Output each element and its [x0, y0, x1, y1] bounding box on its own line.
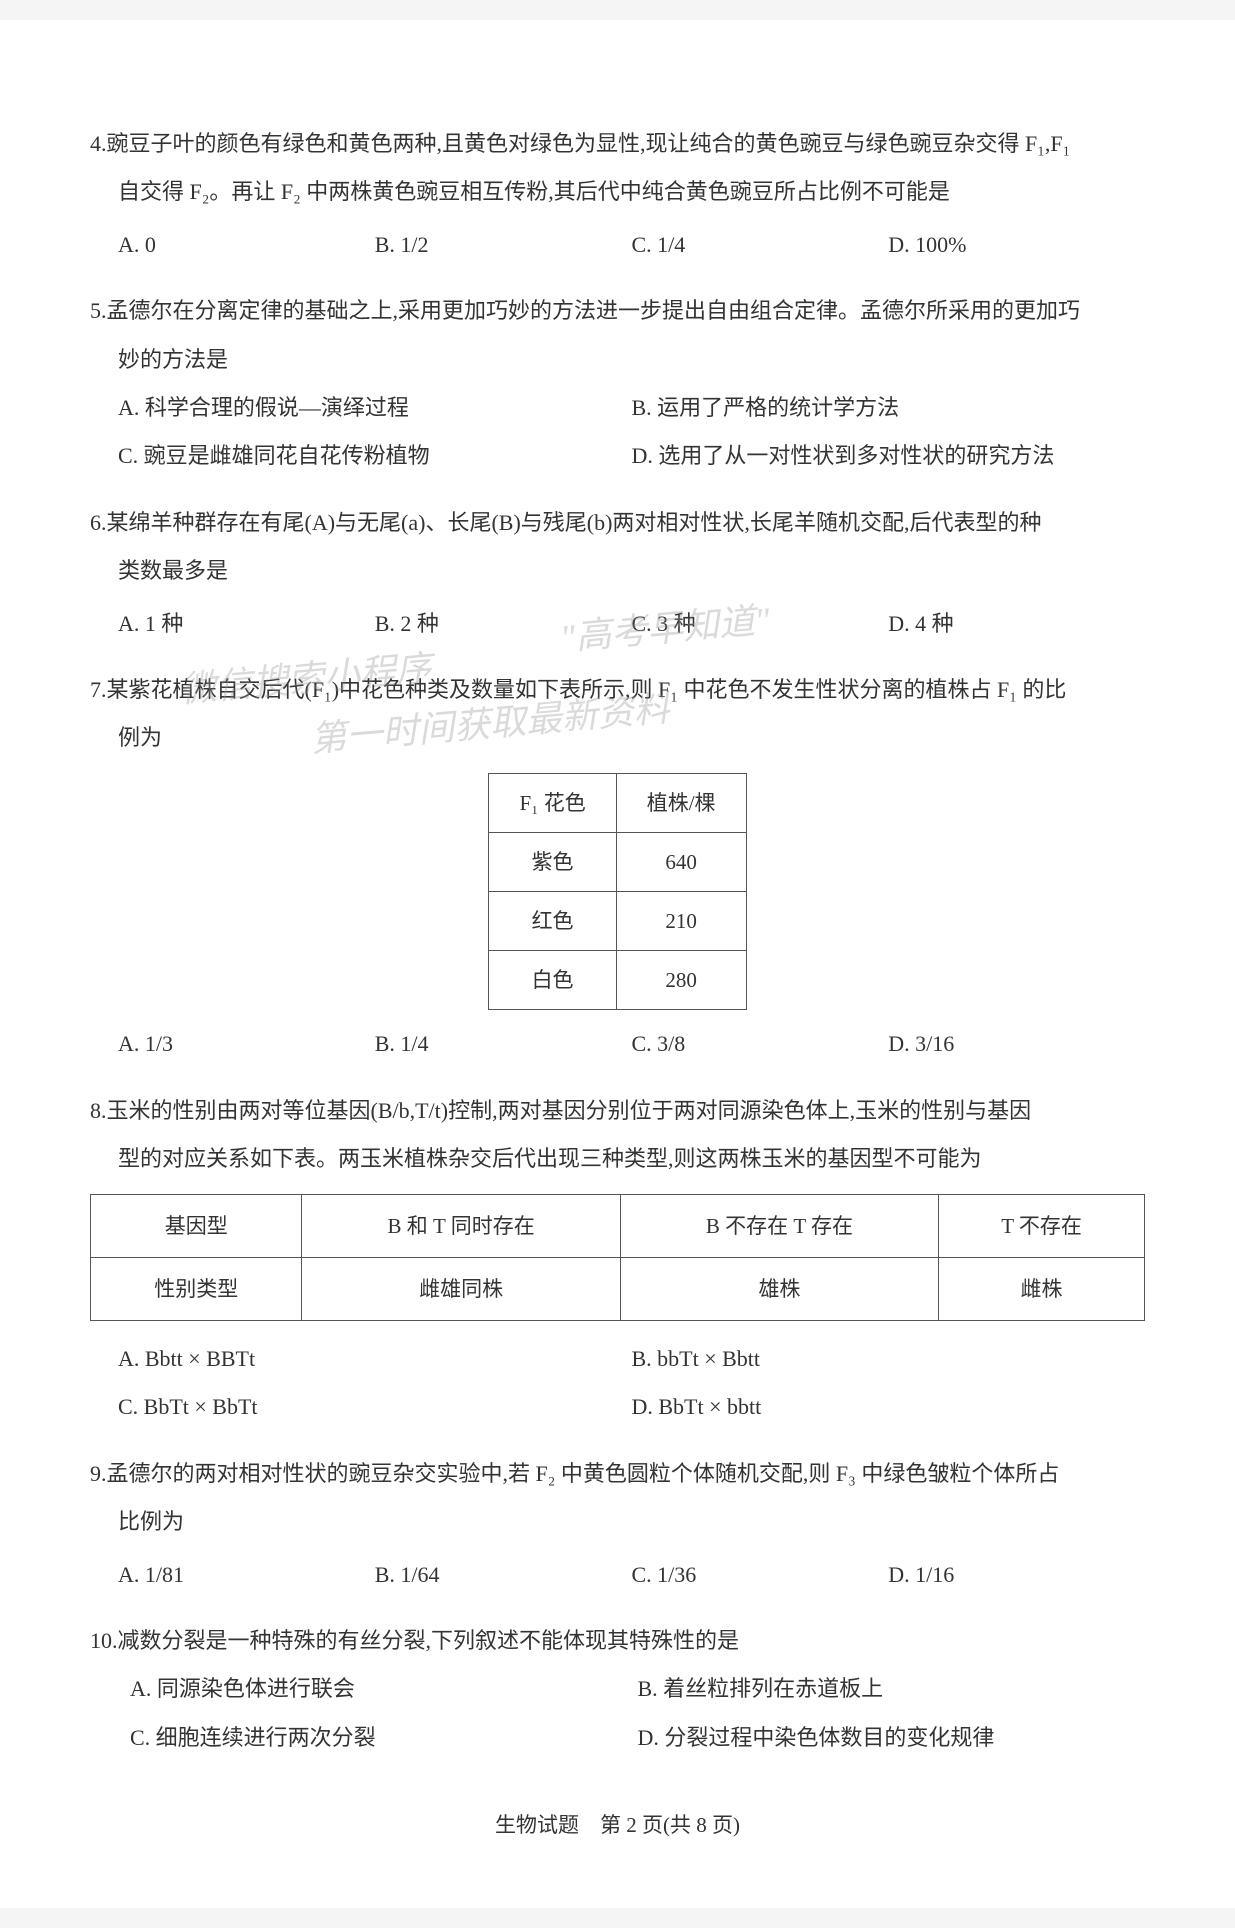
- q7-th2: 植株/棵: [616, 773, 746, 832]
- question-6: 6.某绵羊种群存在有尾(A)与无尾(a)、长尾(B)与残尾(b)两对相对性状,长…: [90, 499, 1145, 648]
- q8-line1: 玉米的性别由两对等位基因(B/b,T/t)控制,两对基因分别位于两对同源染色体上…: [107, 1098, 1032, 1123]
- q5-number: 5.: [90, 298, 107, 323]
- q8-r2c1: 性别类型: [91, 1257, 302, 1320]
- q9-line1: 孟德尔的两对相对性状的豌豆杂交实验中,若 F₂ 中黄色圆粒个体随机交配,则 F₃…: [107, 1461, 1060, 1486]
- table-row: 基因型 B 和 T 同时存在 B 不存在 T 存在 T 不存在: [91, 1194, 1145, 1257]
- q6-optC: C. 3 种: [632, 600, 889, 648]
- q6-line2: 类数最多是: [90, 547, 1145, 595]
- q9-text: 9.孟德尔的两对相对性状的豌豆杂交实验中,若 F₂ 中黄色圆粒个体随机交配,则 …: [90, 1450, 1145, 1547]
- q6-text: 6.某绵羊种群存在有尾(A)与无尾(a)、长尾(B)与残尾(b)两对相对性状,长…: [90, 499, 1145, 596]
- question-4: 4.豌豆子叶的颜色有绿色和黄色两种,且黄色对绿色为显性,现让纯合的黄色豌豆与绿色…: [90, 120, 1145, 269]
- q9-optB: B. 1/64: [375, 1551, 632, 1599]
- question-7: 7.某紫花植株自交后代(F₁)中花色种类及数量如下表所示,则 F₁ 中花色不发生…: [90, 666, 1145, 1069]
- q7-optD: D. 3/16: [888, 1020, 1145, 1068]
- q8-text: 8.玉米的性别由两对等位基因(B/b,T/t)控制,两对基因分别位于两对同源染色…: [90, 1087, 1145, 1184]
- q6-optA: A. 1 种: [118, 600, 375, 648]
- q8-r1c3: B 不存在 T 存在: [620, 1194, 938, 1257]
- q10-options: A. 同源染色体进行联会 B. 着丝粒排列在赤道板上 C. 细胞连续进行两次分裂…: [90, 1665, 1145, 1762]
- q8-optD: D. BbTt × bbtt: [632, 1383, 1146, 1431]
- q10-optC: C. 细胞连续进行两次分裂: [130, 1714, 638, 1762]
- q7-number: 7.: [90, 677, 107, 702]
- q7-line2: 例为: [90, 714, 1145, 762]
- table-row: 红色 210: [489, 892, 746, 951]
- q5-text: 5.孟德尔在分离定律的基础之上,采用更加巧妙的方法进一步提出自由组合定律。孟德尔…: [90, 287, 1145, 384]
- q9-line2: 比例为: [90, 1498, 1145, 1546]
- q8-optB: B. bbTt × Bbtt: [632, 1335, 1146, 1383]
- exam-page: 4.豌豆子叶的颜色有绿色和黄色两种,且黄色对绿色为显性,现让纯合的黄色豌豆与绿色…: [0, 20, 1235, 1908]
- q9-number: 9.: [90, 1461, 107, 1486]
- q7-r1c1: 紫色: [489, 832, 616, 891]
- page-footer: 生物试题 第 2 页(共 8 页): [90, 1802, 1145, 1848]
- q7-optA: A. 1/3: [118, 1020, 375, 1068]
- q7-optC: C. 3/8: [632, 1020, 889, 1068]
- q7-r3c2: 280: [616, 951, 746, 1010]
- table-row: 性别类型 雌雄同株 雄株 雌株: [91, 1257, 1145, 1320]
- q6-options: A. 1 种 B. 2 种 C. 3 种 D. 4 种: [90, 600, 1145, 648]
- q6-line1: 某绵羊种群存在有尾(A)与无尾(a)、长尾(B)与残尾(b)两对相对性状,长尾羊…: [107, 510, 1042, 535]
- q5-line2: 妙的方法是: [90, 336, 1145, 384]
- q8-r1c2: B 和 T 同时存在: [302, 1194, 620, 1257]
- q8-line2: 型的对应关系如下表。两玉米植株杂交后代出现三种类型,则这两株玉米的基因型不可能为: [90, 1135, 1145, 1183]
- q4-optD: D. 100%: [888, 221, 1145, 269]
- q10-number: 10.: [90, 1628, 118, 1653]
- q4-optB: B. 1/2: [375, 221, 632, 269]
- q7-th1: F₁ 花色: [489, 773, 616, 832]
- q6-optB: B. 2 种: [375, 600, 632, 648]
- q8-options: A. Bbtt × BBTt B. bbTt × Bbtt C. BbTt × …: [90, 1335, 1145, 1432]
- q8-r1c4: T 不存在: [939, 1194, 1145, 1257]
- q8-number: 8.: [90, 1098, 107, 1123]
- q7-r3c1: 白色: [489, 951, 616, 1010]
- q10-optB: B. 着丝粒排列在赤道板上: [638, 1665, 1146, 1713]
- q7-r1c2: 640: [616, 832, 746, 891]
- q7-options: A. 1/3 B. 1/4 C. 3/8 D. 3/16: [90, 1020, 1145, 1068]
- q5-optA: A. 科学合理的假说—演绎过程: [118, 384, 632, 432]
- table-row: 白色 280: [489, 951, 746, 1010]
- question-10: 10.减数分裂是一种特殊的有丝分裂,下列叙述不能体现其特殊性的是 A. 同源染色…: [90, 1617, 1145, 1762]
- q5-optC: C. 豌豆是雌雄同花自花传粉植物: [118, 432, 632, 480]
- q4-line2: 自交得 F₂。再让 F₂ 中两株黄色豌豆相互传粉,其后代中纯合黄色豌豆所占比例不…: [90, 168, 1145, 216]
- q7-line1: 某紫花植株自交后代(F₁)中花色种类及数量如下表所示,则 F₁ 中花色不发生性状…: [107, 677, 1067, 702]
- q4-line1: 豌豆子叶的颜色有绿色和黄色两种,且黄色对绿色为显性,现让纯合的黄色豌豆与绿色豌豆…: [107, 131, 1071, 156]
- q6-optD: D. 4 种: [888, 600, 1145, 648]
- question-9: 9.孟德尔的两对相对性状的豌豆杂交实验中,若 F₂ 中黄色圆粒个体随机交配,则 …: [90, 1450, 1145, 1599]
- q8-table: 基因型 B 和 T 同时存在 B 不存在 T 存在 T 不存在 性别类型 雌雄同…: [90, 1194, 1145, 1321]
- q10-line1: 减数分裂是一种特殊的有丝分裂,下列叙述不能体现其特殊性的是: [118, 1628, 740, 1653]
- q7-table: F₁ 花色 植株/棵 紫色 640 红色 210 白色 280: [488, 773, 746, 1011]
- q8-r1c1: 基因型: [91, 1194, 302, 1257]
- question-8: 8.玉米的性别由两对等位基因(B/b,T/t)控制,两对基因分别位于两对同源染色…: [90, 1087, 1145, 1432]
- table-row: 紫色 640: [489, 832, 746, 891]
- q4-text: 4.豌豆子叶的颜色有绿色和黄色两种,且黄色对绿色为显性,现让纯合的黄色豌豆与绿色…: [90, 120, 1145, 217]
- q7-optB: B. 1/4: [375, 1020, 632, 1068]
- q5-optB: B. 运用了严格的统计学方法: [632, 384, 1146, 432]
- q4-optA: A. 0: [118, 221, 375, 269]
- q9-optD: D. 1/16: [888, 1551, 1145, 1599]
- q4-number: 4.: [90, 131, 107, 156]
- q8-r2c2: 雌雄同株: [302, 1257, 620, 1320]
- q4-options: A. 0 B. 1/2 C. 1/4 D. 100%: [90, 221, 1145, 269]
- q7-r2c2: 210: [616, 892, 746, 951]
- q4-optC: C. 1/4: [632, 221, 889, 269]
- question-5: 5.孟德尔在分离定律的基础之上,采用更加巧妙的方法进一步提出自由组合定律。孟德尔…: [90, 287, 1145, 481]
- q8-r2c3: 雄株: [620, 1257, 938, 1320]
- q5-line1: 孟德尔在分离定律的基础之上,采用更加巧妙的方法进一步提出自由组合定律。孟德尔所采…: [107, 298, 1081, 323]
- q8-optA: A. Bbtt × BBTt: [118, 1335, 632, 1383]
- q5-optD: D. 选用了从一对性状到多对性状的研究方法: [632, 432, 1146, 480]
- q5-options: A. 科学合理的假说—演绎过程 B. 运用了严格的统计学方法 C. 豌豆是雌雄同…: [90, 384, 1145, 481]
- q10-optD: D. 分裂过程中染色体数目的变化规律: [638, 1714, 1146, 1762]
- q10-optA: A. 同源染色体进行联会: [130, 1665, 638, 1713]
- q10-text: 10.减数分裂是一种特殊的有丝分裂,下列叙述不能体现其特殊性的是: [90, 1617, 1145, 1665]
- q8-optC: C. BbTt × BbTt: [118, 1383, 632, 1431]
- q6-number: 6.: [90, 510, 107, 535]
- q9-options: A. 1/81 B. 1/64 C. 1/36 D. 1/16: [90, 1551, 1145, 1599]
- q7-text: 7.某紫花植株自交后代(F₁)中花色种类及数量如下表所示,则 F₁ 中花色不发生…: [90, 666, 1145, 763]
- q8-r2c4: 雌株: [939, 1257, 1145, 1320]
- q9-optC: C. 1/36: [632, 1551, 889, 1599]
- q7-r2c1: 红色: [489, 892, 616, 951]
- q9-optA: A. 1/81: [118, 1551, 375, 1599]
- table-row: F₁ 花色 植株/棵: [489, 773, 746, 832]
